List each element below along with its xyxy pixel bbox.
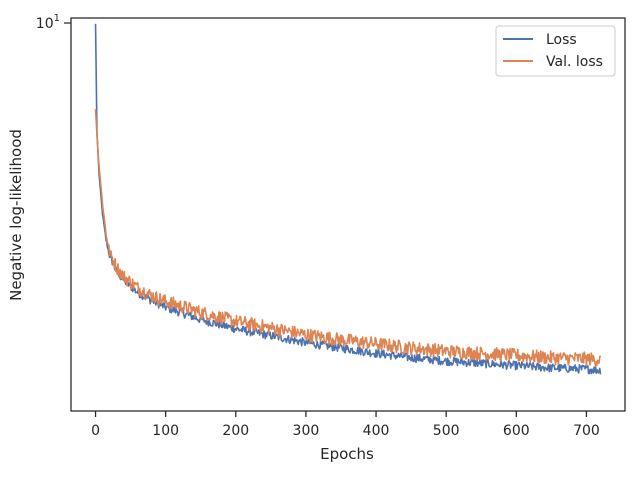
legend-label-val-loss: Val. loss bbox=[546, 54, 603, 70]
legend: Loss Val. loss bbox=[495, 25, 616, 77]
x-tick-label: 200 bbox=[222, 423, 249, 439]
plot-lines bbox=[94, 23, 602, 375]
y-axis-label: Negative log-likelihood bbox=[7, 129, 25, 301]
series-line-loss bbox=[94, 23, 602, 375]
x-tick-label: 600 bbox=[503, 423, 530, 439]
x-tick-label: 100 bbox=[152, 423, 179, 439]
x-tick-label: 300 bbox=[293, 423, 320, 439]
x-tick-label: 700 bbox=[573, 423, 600, 439]
x-tick-label: 400 bbox=[363, 423, 390, 439]
x-tick-label: 500 bbox=[433, 423, 460, 439]
axes-frame bbox=[70, 17, 626, 412]
legend-label-loss: Loss bbox=[546, 32, 577, 48]
y-tick-label: 101 bbox=[36, 13, 60, 32]
x-axis-ticks: 0 100 200 300 400 500 600 700 bbox=[91, 411, 600, 439]
series-line-val-loss bbox=[94, 109, 602, 367]
x-axis-label: Epochs bbox=[320, 445, 374, 463]
y-axis-ticks: 101 bbox=[36, 13, 71, 32]
x-tick-label: 0 bbox=[91, 423, 100, 439]
